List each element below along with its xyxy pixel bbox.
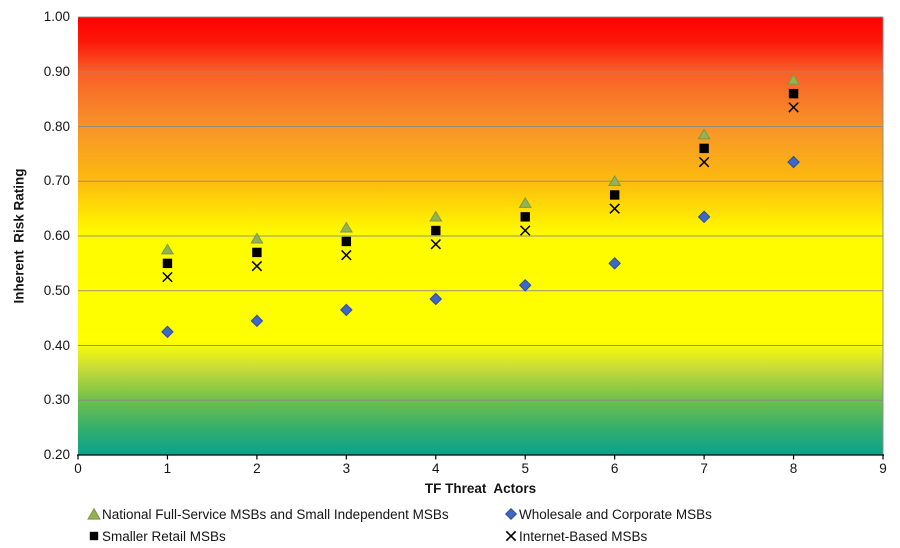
data-point: [250, 232, 264, 244]
data-point: [609, 203, 620, 214]
data-point: [697, 128, 711, 140]
y-tick-label: 0.70: [43, 173, 70, 189]
legend-item: Internet-Based MSBs: [504, 525, 712, 547]
data-point: [160, 243, 175, 255]
legend-label: Wholesale and Corporate MSBs: [519, 506, 712, 522]
y-tick-label: 0.90: [43, 63, 70, 79]
y-tick-label: 0.40: [43, 337, 70, 353]
data-point: [340, 303, 353, 317]
data-point: [788, 102, 799, 113]
legend-column-1: National Full-Service MSBs and Small Ind…: [87, 503, 449, 547]
x-tick-label: 8: [789, 461, 798, 476]
y-tick-label: 0.20: [43, 447, 70, 462]
data-point: [429, 210, 443, 222]
legend-column-2: Wholesale and Corporate MSBs Internet-Ba…: [504, 503, 712, 547]
legend-item: National Full-Service MSBs and Small Ind…: [87, 503, 449, 525]
data-point: [608, 174, 622, 186]
data-point: [786, 73, 801, 85]
x-tick-label: 3: [342, 461, 351, 476]
legend-item: Smaller Retail MSBs: [87, 525, 449, 547]
x-tick-label: 6: [610, 461, 619, 476]
data-point: [788, 88, 799, 99]
y-tick-label: 0.80: [43, 118, 70, 134]
data-point: [341, 249, 352, 261]
legend-label: Smaller Retail MSBs: [102, 528, 226, 544]
x-tick-label: 1: [163, 461, 172, 476]
data-point: [608, 257, 621, 270]
x-tick-label: 4: [432, 461, 440, 476]
data-point: [699, 143, 709, 154]
x-tick-label: 9: [879, 461, 887, 476]
data-point: [519, 225, 531, 236]
x-tick-label: 7: [700, 461, 708, 476]
x-marker-icon: [505, 530, 517, 542]
data-point: [430, 238, 442, 250]
data-point: [162, 271, 173, 283]
x-axis-title: TF Threat Actors: [424, 481, 537, 496]
data-point: [697, 210, 711, 224]
x-tick-label: 0: [74, 461, 82, 476]
y-tick-label: 0.30: [43, 392, 70, 408]
data-point: [520, 212, 530, 222]
triangle-marker-icon: [87, 507, 101, 520]
legend-label: National Full-Service MSBs and Small Ind…: [102, 506, 449, 522]
data-point: [250, 314, 264, 328]
y-tick-label: 1.00: [43, 9, 70, 24]
legend-label: Internet-Based MSBs: [519, 528, 648, 544]
data-point: [698, 156, 710, 168]
data-point: [609, 190, 620, 200]
legend-item: Wholesale and Corporate MSBs: [504, 503, 712, 525]
data-point: [431, 225, 441, 236]
data-point: [518, 196, 532, 208]
diamond-marker-icon: [504, 507, 518, 521]
y-tick-label: 0.50: [43, 282, 70, 298]
data-point: [339, 221, 353, 233]
x-tick-label: 2: [253, 461, 261, 476]
y-tick-label: 0.60: [43, 228, 70, 243]
data-point: [252, 247, 262, 258]
data-point: [162, 258, 173, 269]
square-marker-icon: [89, 531, 99, 541]
data-point: [429, 292, 443, 306]
data-point: [787, 155, 800, 169]
data-point: [161, 325, 174, 339]
data-point: [341, 236, 352, 247]
data-point: [518, 278, 532, 292]
x-tick-label: 5: [521, 461, 529, 476]
data-point: [251, 260, 263, 272]
